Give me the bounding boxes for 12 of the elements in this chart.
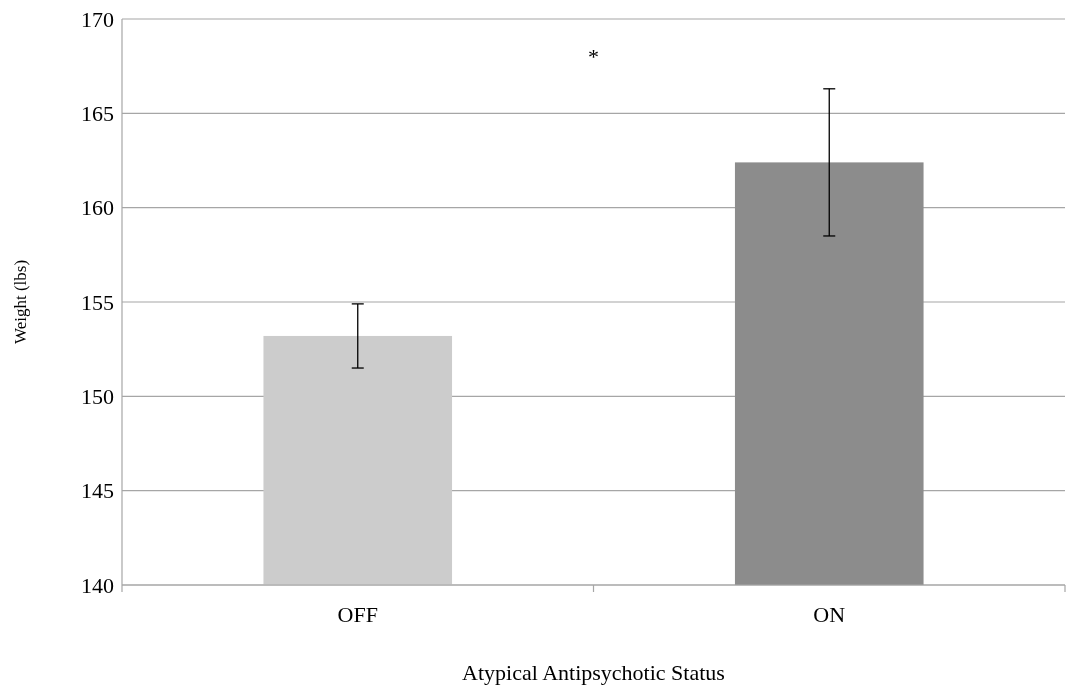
y-tick-label: 150 bbox=[81, 383, 114, 409]
y-tick-label: 165 bbox=[81, 100, 114, 126]
x-tick-label: ON bbox=[813, 602, 846, 627]
x-axis-title: Atypical Antipsychotic Status bbox=[462, 660, 725, 685]
y-axis-title: Weight (lbs) bbox=[11, 259, 30, 345]
y-tick-label: 140 bbox=[81, 572, 114, 598]
y-tick-label: 170 bbox=[81, 6, 114, 32]
y-tick-label: 160 bbox=[81, 195, 114, 221]
y-tick-label: 145 bbox=[81, 478, 114, 504]
annotation: * bbox=[588, 44, 599, 69]
y-tick-label: 155 bbox=[81, 289, 114, 315]
x-tick-label: OFF bbox=[337, 602, 378, 627]
